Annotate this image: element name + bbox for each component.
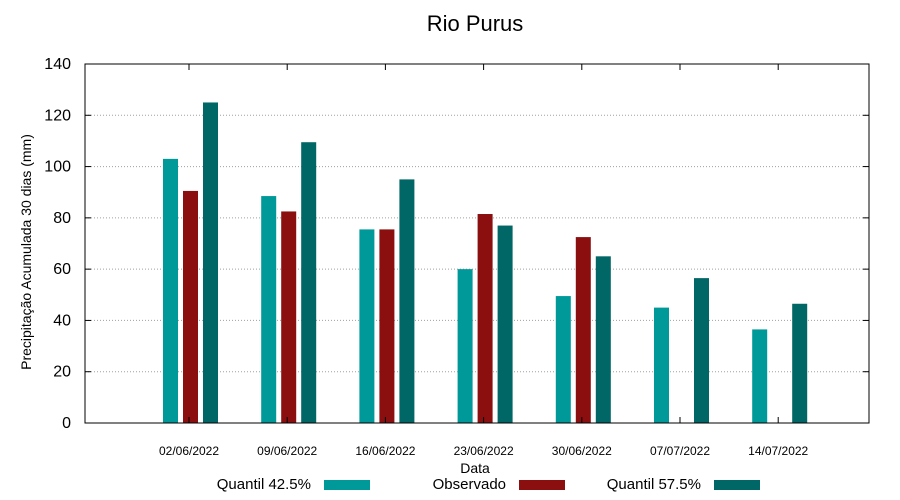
x-tick-label: 23/06/2022: [454, 444, 514, 458]
bars: [163, 102, 808, 424]
bar: [399, 179, 415, 423]
y-tick-label: 80: [53, 210, 71, 227]
bar: [301, 142, 317, 424]
x-tick-label: 07/07/2022: [650, 444, 710, 458]
y-axis: 0 20 40 60 80 100 120 140: [44, 56, 869, 432]
legend-label: Quantil 42.5%: [217, 476, 311, 493]
legend-label: Observado: [433, 476, 506, 493]
y-tick-label: 20: [53, 364, 71, 381]
bar: [359, 229, 375, 423]
legend-swatch: [714, 480, 760, 490]
bar: [694, 278, 709, 423]
y-tick-label: 60: [53, 261, 71, 278]
x-tick-label: 02/06/2022: [159, 444, 219, 458]
legend: Quantil 42.5% Observado Quantil 57.5%: [217, 476, 760, 493]
y-tick-label: 100: [44, 159, 71, 176]
bar: [497, 225, 513, 423]
bar: [183, 190, 198, 423]
y-tick-label: 0: [62, 415, 71, 432]
bar: [555, 296, 571, 423]
x-axis-label: Data: [460, 460, 490, 476]
bar: [261, 196, 277, 423]
bar: [792, 303, 808, 423]
bar: [203, 102, 218, 423]
legend-swatch: [324, 480, 370, 490]
bar: [163, 158, 178, 423]
plot-frame: [84, 63, 870, 424]
x-axis: 02/06/2022 09/06/2022 16/06/2022 23/06/2022…: [159, 64, 809, 458]
y-tick-label: 140: [44, 56, 71, 73]
bar: [457, 269, 473, 423]
chart-title: Rio Purus: [427, 11, 524, 36]
bar: [477, 214, 493, 423]
grid: [85, 114, 869, 373]
x-tick-label: 14/07/2022: [748, 444, 808, 458]
x-tick-label: 16/06/2022: [355, 444, 415, 458]
bar: [281, 211, 297, 423]
legend-swatch: [519, 480, 565, 490]
x-tick-label: 09/06/2022: [257, 444, 317, 458]
bar: [595, 256, 611, 423]
y-tick-label: 40: [53, 312, 71, 329]
bar: [575, 237, 591, 423]
y-tick-label: 120: [44, 107, 71, 124]
bar: [654, 307, 669, 423]
legend-label: Quantil 57.5%: [607, 476, 701, 493]
x-tick-label: 30/06/2022: [552, 444, 612, 458]
bar: [752, 329, 768, 423]
bar: [379, 229, 395, 423]
y-axis-label: Precipitação Acumulada 30 dias (mm): [18, 134, 34, 370]
